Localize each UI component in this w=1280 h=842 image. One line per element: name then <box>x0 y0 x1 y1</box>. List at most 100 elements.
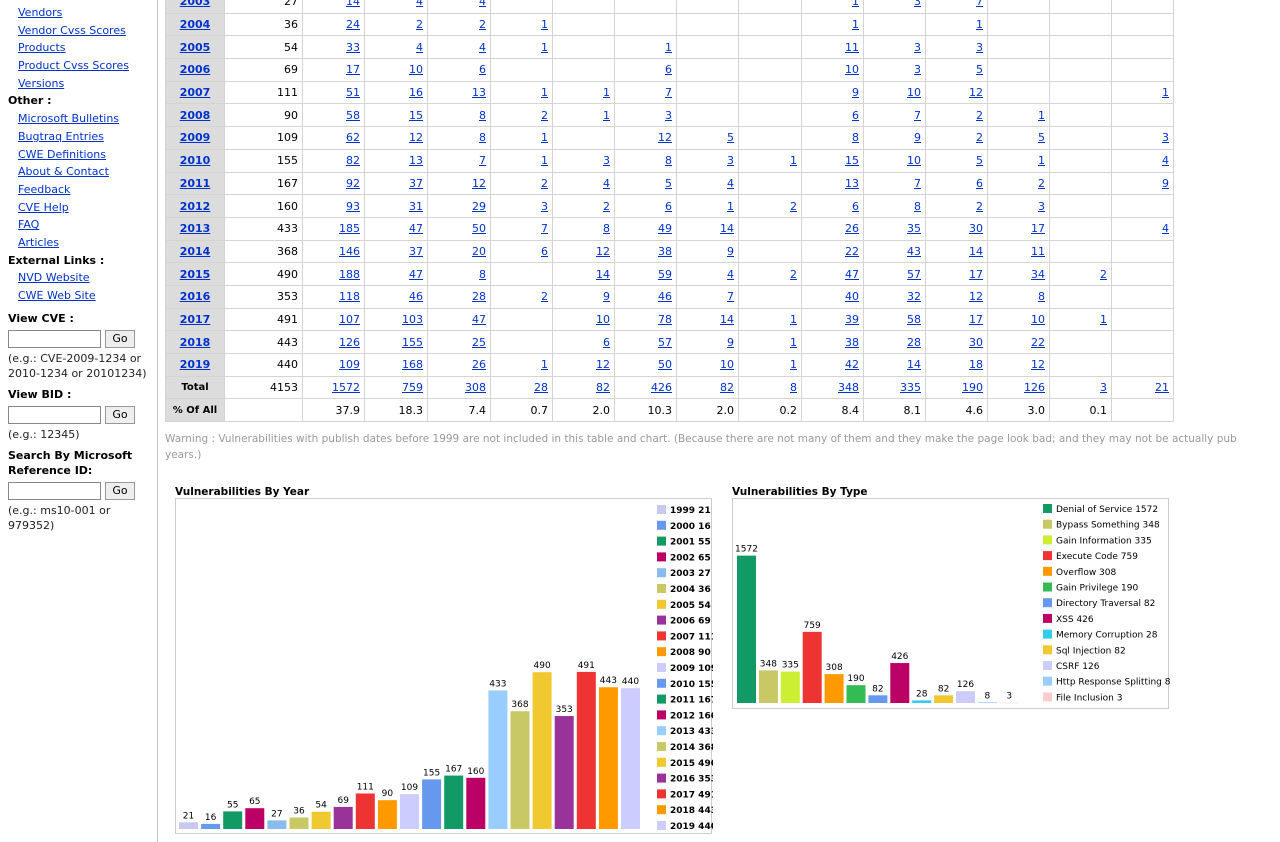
count-link[interactable]: 1 <box>790 154 797 168</box>
count-link[interactable]: 46 <box>658 290 672 304</box>
ms-search-input[interactable] <box>8 481 101 500</box>
count-link[interactable]: 3 <box>1162 131 1169 145</box>
count-link[interactable]: 21 <box>1155 381 1169 395</box>
count-link[interactable]: 59 <box>658 267 672 281</box>
count-link[interactable]: 42 <box>845 358 859 372</box>
count-link[interactable]: 1 <box>852 18 859 32</box>
count-link[interactable]: 1 <box>727 199 734 213</box>
count-link[interactable]: 14 <box>596 267 610 281</box>
count-link[interactable]: 3 <box>727 154 734 168</box>
count-link[interactable]: 8 <box>852 131 859 145</box>
count-link[interactable]: 2 <box>603 199 610 213</box>
count-link[interactable]: 2 <box>541 176 548 190</box>
count-link[interactable]: 6 <box>852 108 859 122</box>
count-link[interactable]: 4 <box>727 267 734 281</box>
sidebar-link-versions[interactable]: Versions <box>18 76 65 90</box>
count-link[interactable]: 33 <box>346 40 360 54</box>
count-link[interactable]: 2 <box>1100 267 1107 281</box>
count-link[interactable]: 6 <box>603 335 610 349</box>
year-link[interactable]: 2014 <box>179 244 211 258</box>
count-link[interactable]: 4 <box>603 176 610 190</box>
count-link[interactable]: 35 <box>907 222 921 236</box>
count-link[interactable]: 103 <box>402 312 423 326</box>
count-link[interactable]: 13 <box>472 86 486 100</box>
count-link[interactable]: 50 <box>658 358 672 372</box>
count-link[interactable]: 8 <box>665 154 672 168</box>
count-link[interactable]: 12 <box>409 131 423 145</box>
count-link[interactable]: 28 <box>907 335 921 349</box>
sidebar-link-cwe-web-site[interactable]: CWE Web Site <box>18 289 96 302</box>
count-link[interactable]: 10 <box>720 358 734 372</box>
count-link[interactable]: 109 <box>339 358 360 372</box>
count-link[interactable]: 9 <box>727 244 734 258</box>
count-link[interactable]: 12 <box>1031 358 1045 372</box>
count-link[interactable]: 185 <box>339 222 360 236</box>
year-link[interactable]: 2006 <box>179 63 211 77</box>
count-link[interactable]: 3 <box>914 63 921 77</box>
count-link[interactable]: 47 <box>409 267 423 281</box>
count-link[interactable]: 3 <box>665 108 672 122</box>
sidebar-link-products[interactable]: Products <box>18 41 66 55</box>
year-link[interactable]: 2003 <box>179 0 211 9</box>
count-link[interactable]: 1 <box>603 86 610 100</box>
count-link[interactable]: 1 <box>541 40 548 54</box>
year-link[interactable]: 2016 <box>179 290 211 304</box>
count-link[interactable]: 348 <box>838 381 859 395</box>
count-link[interactable]: 12 <box>969 86 983 100</box>
count-link[interactable]: 7 <box>727 290 734 304</box>
count-link[interactable]: 1 <box>1038 154 1045 168</box>
count-link[interactable]: 26 <box>845 222 859 236</box>
count-link[interactable]: 3 <box>1100 381 1107 395</box>
count-link[interactable]: 2 <box>541 108 548 122</box>
count-link[interactable]: 40 <box>845 290 859 304</box>
count-link[interactable]: 31 <box>409 199 423 213</box>
count-link[interactable]: 82 <box>346 154 360 168</box>
count-link[interactable]: 8 <box>790 381 797 395</box>
count-link[interactable]: 4 <box>1162 154 1169 168</box>
count-link[interactable]: 190 <box>962 381 983 395</box>
count-link[interactable]: 8 <box>603 222 610 236</box>
count-link[interactable]: 37 <box>409 176 423 190</box>
count-link[interactable]: 3 <box>914 0 921 9</box>
year-link[interactable]: 2019 <box>179 358 211 372</box>
count-link[interactable]: 3 <box>914 40 921 54</box>
count-link[interactable]: 12 <box>472 176 486 190</box>
count-link[interactable]: 30 <box>969 222 983 236</box>
view-bid-input[interactable] <box>8 405 101 424</box>
sidebar-link-feedback[interactable]: Feedback <box>18 182 71 196</box>
count-link[interactable]: 1 <box>541 154 548 168</box>
count-link[interactable]: 8 <box>1038 290 1045 304</box>
count-link[interactable]: 46 <box>409 290 423 304</box>
count-link[interactable]: 6 <box>976 176 983 190</box>
year-link[interactable]: 2008 <box>179 108 211 122</box>
count-link[interactable]: 50 <box>472 222 486 236</box>
sidebar-link-about-contact[interactable]: About & Contact <box>18 165 109 179</box>
count-link[interactable]: 6 <box>479 63 486 77</box>
count-link[interactable]: 8 <box>479 131 486 145</box>
count-link[interactable]: 9 <box>1162 176 1169 190</box>
count-link[interactable]: 5 <box>727 131 734 145</box>
count-link[interactable]: 188 <box>339 267 360 281</box>
count-link[interactable]: 2 <box>976 199 983 213</box>
count-link[interactable]: 1 <box>1162 86 1169 100</box>
count-link[interactable]: 1 <box>541 18 548 32</box>
count-link[interactable]: 14 <box>907 358 921 372</box>
year-link[interactable]: 2010 <box>179 154 211 168</box>
count-link[interactable]: 4 <box>727 176 734 190</box>
count-link[interactable]: 17 <box>1031 222 1045 236</box>
year-link[interactable]: 2018 <box>179 335 211 349</box>
count-link[interactable]: 58 <box>346 108 360 122</box>
count-link[interactable]: 335 <box>900 381 921 395</box>
count-link[interactable]: 1 <box>976 18 983 32</box>
count-link[interactable]: 37 <box>409 244 423 258</box>
count-link[interactable]: 49 <box>658 222 672 236</box>
count-link[interactable]: 9 <box>603 290 610 304</box>
count-link[interactable]: 7 <box>479 154 486 168</box>
count-link[interactable]: 4 <box>479 40 486 54</box>
count-link[interactable]: 6 <box>665 199 672 213</box>
count-link[interactable]: 17 <box>969 312 983 326</box>
count-link[interactable]: 17 <box>969 267 983 281</box>
sidebar-link-cwe-definitions[interactable]: CWE Definitions <box>18 147 106 161</box>
count-link[interactable]: 7 <box>976 0 983 9</box>
count-link[interactable]: 7 <box>665 86 672 100</box>
